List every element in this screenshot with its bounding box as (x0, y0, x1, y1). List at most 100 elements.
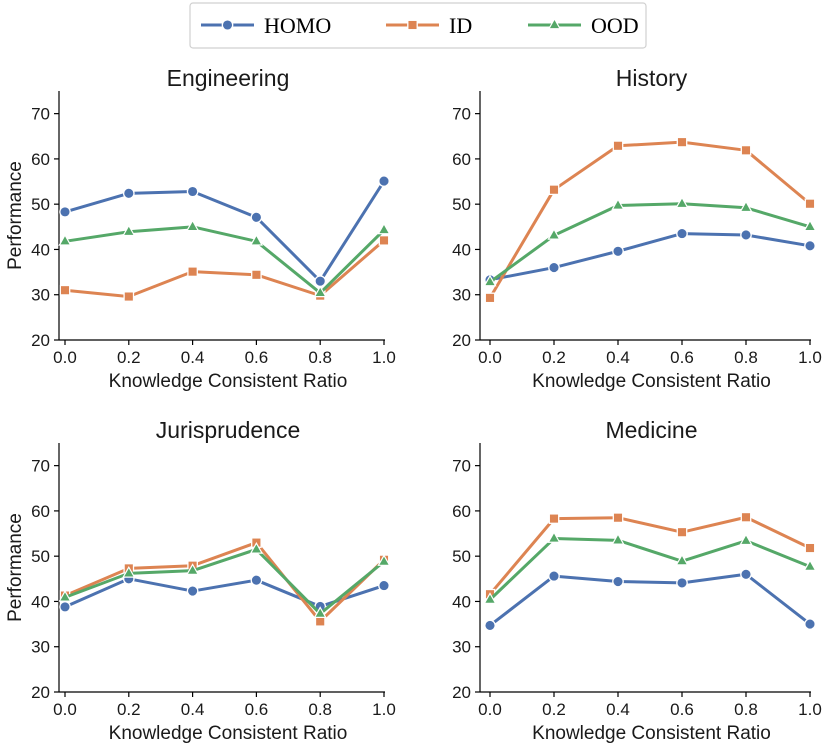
series-homo (485, 228, 815, 285)
y-tick-label: 50 (31, 195, 50, 214)
data-point (379, 236, 388, 245)
series-line (65, 579, 384, 607)
y-tick-label: 70 (31, 457, 50, 476)
x-tick-label: 0.4 (181, 700, 205, 719)
legend-marker (408, 20, 417, 29)
y-tick-label: 40 (452, 592, 471, 611)
data-point (187, 186, 197, 196)
x-tick-label: 0.0 (53, 348, 77, 367)
data-point (613, 141, 622, 150)
y-tick-label: 40 (31, 240, 50, 259)
data-point (805, 199, 814, 208)
y-tick-label: 70 (452, 105, 471, 124)
y-tick-label: 70 (31, 105, 50, 124)
y-axis-label: Performance (5, 513, 26, 622)
legend: HOMO ID OOD (190, 3, 646, 48)
x-tick-label: 0.4 (606, 700, 630, 719)
data-point (379, 580, 389, 590)
data-point (805, 543, 814, 552)
data-point (187, 221, 198, 231)
data-point (677, 228, 687, 238)
y-tick-label: 30 (31, 286, 50, 305)
panel-medicine: Medicine 20 30 40 50 60 70 0.0 0.2 0.4 0.6 0.8 1.0 Kn… (452, 417, 822, 744)
data-point (549, 185, 558, 194)
panel-engineering: Engineering2030405060700.0 0.2 0.4 0.6 0.8 1.… (5, 65, 396, 392)
x-axis-label: Knowledge Consistent Ratio (109, 723, 348, 744)
data-point (741, 569, 751, 579)
y-tick-label: 60 (31, 502, 50, 521)
x-tick-label: 0.2 (542, 348, 566, 367)
series-line (490, 539, 810, 600)
y-tick-label: 70 (452, 457, 471, 476)
data-point (741, 513, 750, 522)
x-tick-label: 0.4 (181, 348, 205, 367)
data-point (613, 576, 623, 586)
x-axis-label: Knowledge Consistent Ratio (532, 371, 771, 392)
y-axis-label: Performance (5, 161, 26, 270)
data-point (316, 617, 325, 626)
y-tick-label: 30 (31, 638, 50, 657)
data-point (805, 241, 815, 251)
data-point (60, 602, 70, 612)
series-line (65, 543, 384, 622)
y-tick-label: 20 (31, 331, 50, 350)
y-tick-label: 60 (452, 150, 471, 169)
x-tick-label: 1.0 (798, 348, 822, 367)
data-point (677, 578, 687, 588)
data-point (124, 188, 134, 198)
series-line (490, 142, 810, 298)
chart-title: Jurisprudence (156, 417, 300, 443)
x-tick-label: 1.0 (372, 348, 396, 367)
x-tick-label: 0.2 (117, 348, 141, 367)
y-tick-label: 60 (31, 150, 50, 169)
chart-panels: Engineering 20 30 40 50 60 70 0.0 0.2 0.4 0.6 0.8 1.… (5, 65, 822, 744)
series-ood (59, 221, 389, 297)
x-tick-label: 0.6 (245, 348, 269, 367)
chart-title: History (616, 65, 688, 91)
data-point (379, 176, 389, 186)
x-tick-label: 0.0 (53, 700, 77, 719)
series-line (490, 234, 810, 280)
y-tick-label: 50 (31, 547, 50, 566)
data-point (741, 146, 750, 155)
y-tick-label: 60 (452, 502, 471, 521)
y-tick-label: 40 (452, 240, 471, 259)
data-point (187, 586, 197, 596)
data-point (740, 535, 751, 545)
x-tick-label: 1.0 (372, 700, 396, 719)
y-tick-label: 40 (31, 592, 50, 611)
x-tick-label: 0.8 (734, 700, 758, 719)
data-point (549, 514, 558, 523)
data-point (549, 571, 559, 581)
panel-history: History 20 30 40 50 60 70 0.0 0.2 0.4 0.6 0.8 1.0 Kno… (452, 65, 822, 392)
y-tick-label: 20 (31, 683, 50, 702)
y-tick-label: 20 (452, 683, 471, 702)
data-point (251, 212, 261, 222)
data-point (60, 207, 70, 217)
data-point (124, 292, 133, 301)
x-tick-label: 0.6 (245, 700, 269, 719)
data-point (741, 230, 751, 240)
data-point (315, 276, 325, 286)
data-point (613, 246, 623, 256)
data-point (60, 286, 69, 295)
data-point (677, 527, 686, 536)
series-id (60, 236, 388, 302)
y-tick-label: 50 (452, 547, 471, 566)
x-tick-label: 1.0 (798, 700, 822, 719)
series-line (65, 240, 384, 296)
x-tick-label: 0.0 (478, 348, 502, 367)
data-point (485, 620, 495, 630)
y-tick-label: 30 (452, 638, 471, 657)
x-tick-label: 0.8 (308, 700, 332, 719)
y-tick-label: 50 (452, 195, 471, 214)
x-axis-label: Knowledge Consistent Ratio (109, 371, 348, 392)
data-point (252, 270, 261, 279)
data-point (613, 513, 622, 522)
panel-jurisprudence: Jurisprudence 20 30 40 50 60 70 0.0 0.2 0.4 0.6 0.8… (5, 417, 396, 744)
data-point (188, 267, 197, 276)
chart-title: Engineering (167, 65, 290, 91)
data-point (805, 619, 815, 629)
data-point (251, 575, 261, 585)
x-tick-label: 0.2 (117, 700, 141, 719)
